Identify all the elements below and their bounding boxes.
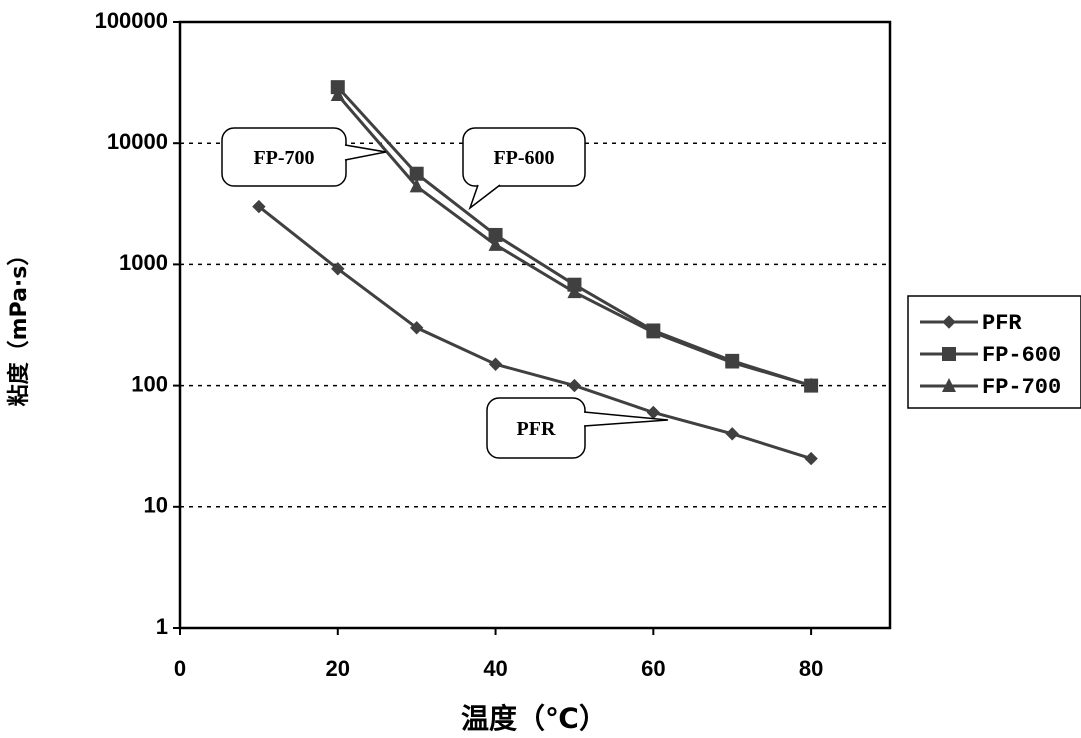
data-point-pfr — [567, 378, 582, 393]
legend-item-fp-700: FP-700 — [920, 375, 1061, 400]
legend-marker — [942, 347, 956, 361]
callout-fp-700: FP-700 — [221, 127, 387, 187]
callout-label: FP-600 — [493, 147, 554, 169]
callout-box — [486, 397, 586, 459]
data-point-pfr — [488, 357, 503, 371]
y-axis-label: 粘度（mPa·s） — [6, 244, 32, 407]
legend-marker — [942, 315, 956, 329]
legend-item-fp-600: FP-600 — [920, 343, 1061, 368]
data-point-pfr — [409, 321, 424, 335]
y-tick-label: 10000 — [107, 129, 168, 154]
callout-fp-600: FP-600 — [462, 127, 586, 211]
series-line-pfr — [257, 205, 812, 461]
legend-label: PFR — [982, 311, 1022, 336]
data-point-pfr — [646, 405, 661, 420]
callout-pointer — [583, 411, 669, 427]
x-tick-label: 20 — [326, 656, 350, 681]
legend-marker — [942, 378, 956, 392]
data-point-fp-700 — [409, 178, 424, 193]
data-point-pfr — [804, 451, 818, 466]
data-point-fp-700 — [804, 377, 819, 392]
legend-box — [907, 295, 1081, 409]
series-fp-600 — [330, 80, 819, 393]
data-point-fp-700 — [646, 324, 661, 339]
data-point-pfr — [331, 262, 345, 276]
data-point-fp-700 — [330, 86, 345, 101]
x-tick-label: 40 — [483, 656, 507, 681]
data-point-fp-600 — [488, 227, 503, 242]
plot-frame — [178, 20, 892, 630]
y-axis-ticks: 1 10 100 1000 10000 100000 — [95, 8, 180, 639]
x-tick-label: 80 — [799, 656, 823, 681]
data-point-fp-700 — [725, 354, 740, 369]
data-point-pfr — [252, 199, 266, 214]
series-fp-700 — [330, 86, 819, 392]
y-tick-label: 1 — [156, 614, 168, 639]
callout-label: PFR — [517, 418, 556, 440]
data-point-fp-600 — [409, 166, 424, 181]
legend: PFR FP-600 FP-700 — [907, 295, 1081, 409]
y-tick-label: 100 — [131, 371, 168, 396]
legend-label: FP-700 — [982, 375, 1061, 400]
legend-label: FP-600 — [982, 343, 1061, 368]
callout-label: FP-700 — [253, 147, 314, 169]
x-tick-label: 0 — [174, 656, 186, 681]
y-tick-label: 1000 — [119, 250, 168, 275]
y-tick-label: 10 — [144, 493, 168, 518]
callout-pointer — [344, 144, 387, 161]
x-axis-ticks: 0 20 40 60 80 — [174, 628, 823, 681]
x-axis-label: 温度（℃） — [461, 702, 607, 735]
x-tick-label: 60 — [641, 656, 665, 681]
callout-pointer — [468, 184, 501, 211]
callout-pfr: PFR — [486, 397, 669, 459]
y-tick-label: 100000 — [95, 8, 168, 33]
series-pfr — [252, 199, 818, 466]
data-point-pfr — [725, 427, 739, 441]
data-point-fp-700 — [488, 236, 503, 251]
callout-box — [462, 127, 586, 187]
data-point-fp-700 — [567, 284, 582, 299]
legend-item-pfr: PFR — [920, 311, 1022, 336]
series-layer — [252, 80, 819, 466]
callout-layer: FP-700 FP-600 PFR — [221, 127, 669, 459]
